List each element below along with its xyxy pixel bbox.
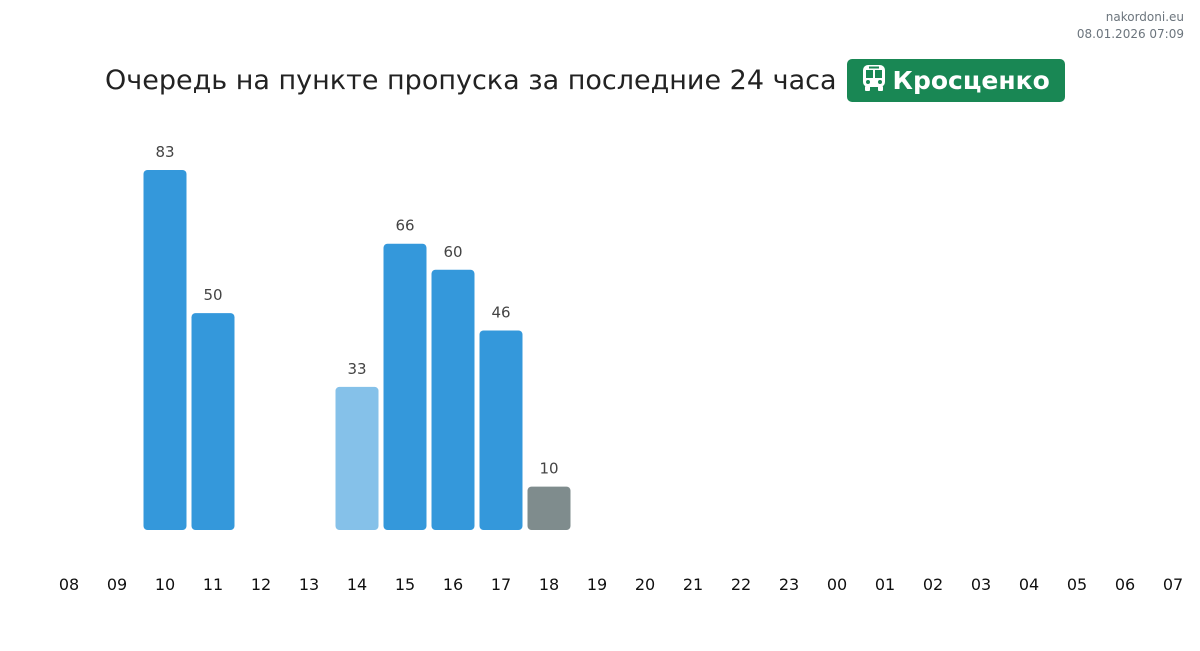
bar-14[interactable] <box>335 386 379 530</box>
checkpoint-badge: Кросценко <box>846 59 1065 102</box>
bar-18[interactable] <box>527 486 571 530</box>
bar-10[interactable] <box>143 170 187 530</box>
x-tick-label: 19 <box>587 575 607 594</box>
x-tick-label: 07 <box>1163 575 1183 594</box>
bar-value-label: 50 <box>203 286 222 304</box>
x-tick-label: 09 <box>107 575 127 594</box>
x-tick-label: 06 <box>1115 575 1135 594</box>
x-tick-label: 12 <box>251 575 271 594</box>
bus-icon <box>861 64 887 98</box>
x-tick-label: 17 <box>491 575 511 594</box>
x-tick-label: 18 <box>539 575 559 594</box>
x-tick-label: 15 <box>395 575 415 594</box>
bar-value-label: 33 <box>347 360 366 378</box>
x-tick-label: 13 <box>299 575 319 594</box>
x-tick-label: 03 <box>971 575 991 594</box>
x-tick-label: 04 <box>1019 575 1039 594</box>
bar-value-label: 83 <box>155 143 174 161</box>
page-header: Очередь на пункте пропуска за последние … <box>105 59 1065 102</box>
x-tick-label: 22 <box>731 575 751 594</box>
x-tick-label: 16 <box>443 575 463 594</box>
bar-11[interactable] <box>191 313 235 530</box>
bar-15[interactable] <box>383 243 427 531</box>
page-title: Очередь на пункте пропуска за последние … <box>105 65 837 96</box>
x-tick-label: 11 <box>203 575 223 594</box>
x-tick-label: 10 <box>155 575 175 594</box>
x-tick-label: 02 <box>923 575 943 594</box>
x-tick-label: 08 <box>59 575 79 594</box>
site-name: nakordoni.eu <box>1105 10 1184 24</box>
x-tick-label: 14 <box>347 575 367 594</box>
bar-value-label: 60 <box>443 243 462 261</box>
bar-17[interactable] <box>479 330 523 530</box>
x-tick-label: 21 <box>683 575 703 594</box>
x-tick-label: 01 <box>875 575 895 594</box>
checkpoint-name: Кросценко <box>892 66 1050 95</box>
timestamp: 08.01.2026 07:09 <box>1076 27 1184 41</box>
bar-value-label: 10 <box>539 460 558 478</box>
bar-value-label: 46 <box>491 303 510 321</box>
site-info: nakordoni.eu 08.01.2026 07:09 <box>1077 9 1184 43</box>
x-tick-label: 23 <box>779 575 799 594</box>
x-tick-label: 00 <box>827 575 847 594</box>
x-tick-label: 20 <box>635 575 655 594</box>
bar-16[interactable] <box>431 269 475 530</box>
x-tick-label: 05 <box>1067 575 1087 594</box>
bar-value-label: 66 <box>395 217 414 235</box>
